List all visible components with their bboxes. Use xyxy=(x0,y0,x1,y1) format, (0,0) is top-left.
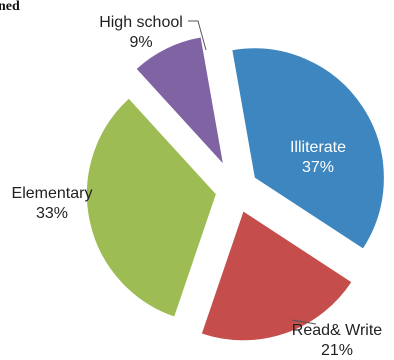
slice-name-label: Read& Write xyxy=(292,322,383,339)
slice-value-label: 9% xyxy=(129,34,152,51)
slice-value-label: 33% xyxy=(36,205,68,222)
slice-name-label: Elementary xyxy=(12,185,93,202)
leader-line-high-school xyxy=(188,20,207,51)
pie-slice-high-school xyxy=(135,36,225,167)
slice-name-label: High school xyxy=(99,14,183,31)
slice-value-label: 37% xyxy=(302,159,334,176)
slice-name-label: Illiterate xyxy=(290,139,346,156)
pie-slice-read-write xyxy=(200,210,353,342)
chart-title-fragment: ned xyxy=(0,0,20,14)
leader-line-read-write xyxy=(291,319,317,325)
pie-slice-illiterate xyxy=(231,47,385,250)
pie-slice-elementary xyxy=(85,97,217,318)
slice-value-label: 21% xyxy=(321,342,353,359)
